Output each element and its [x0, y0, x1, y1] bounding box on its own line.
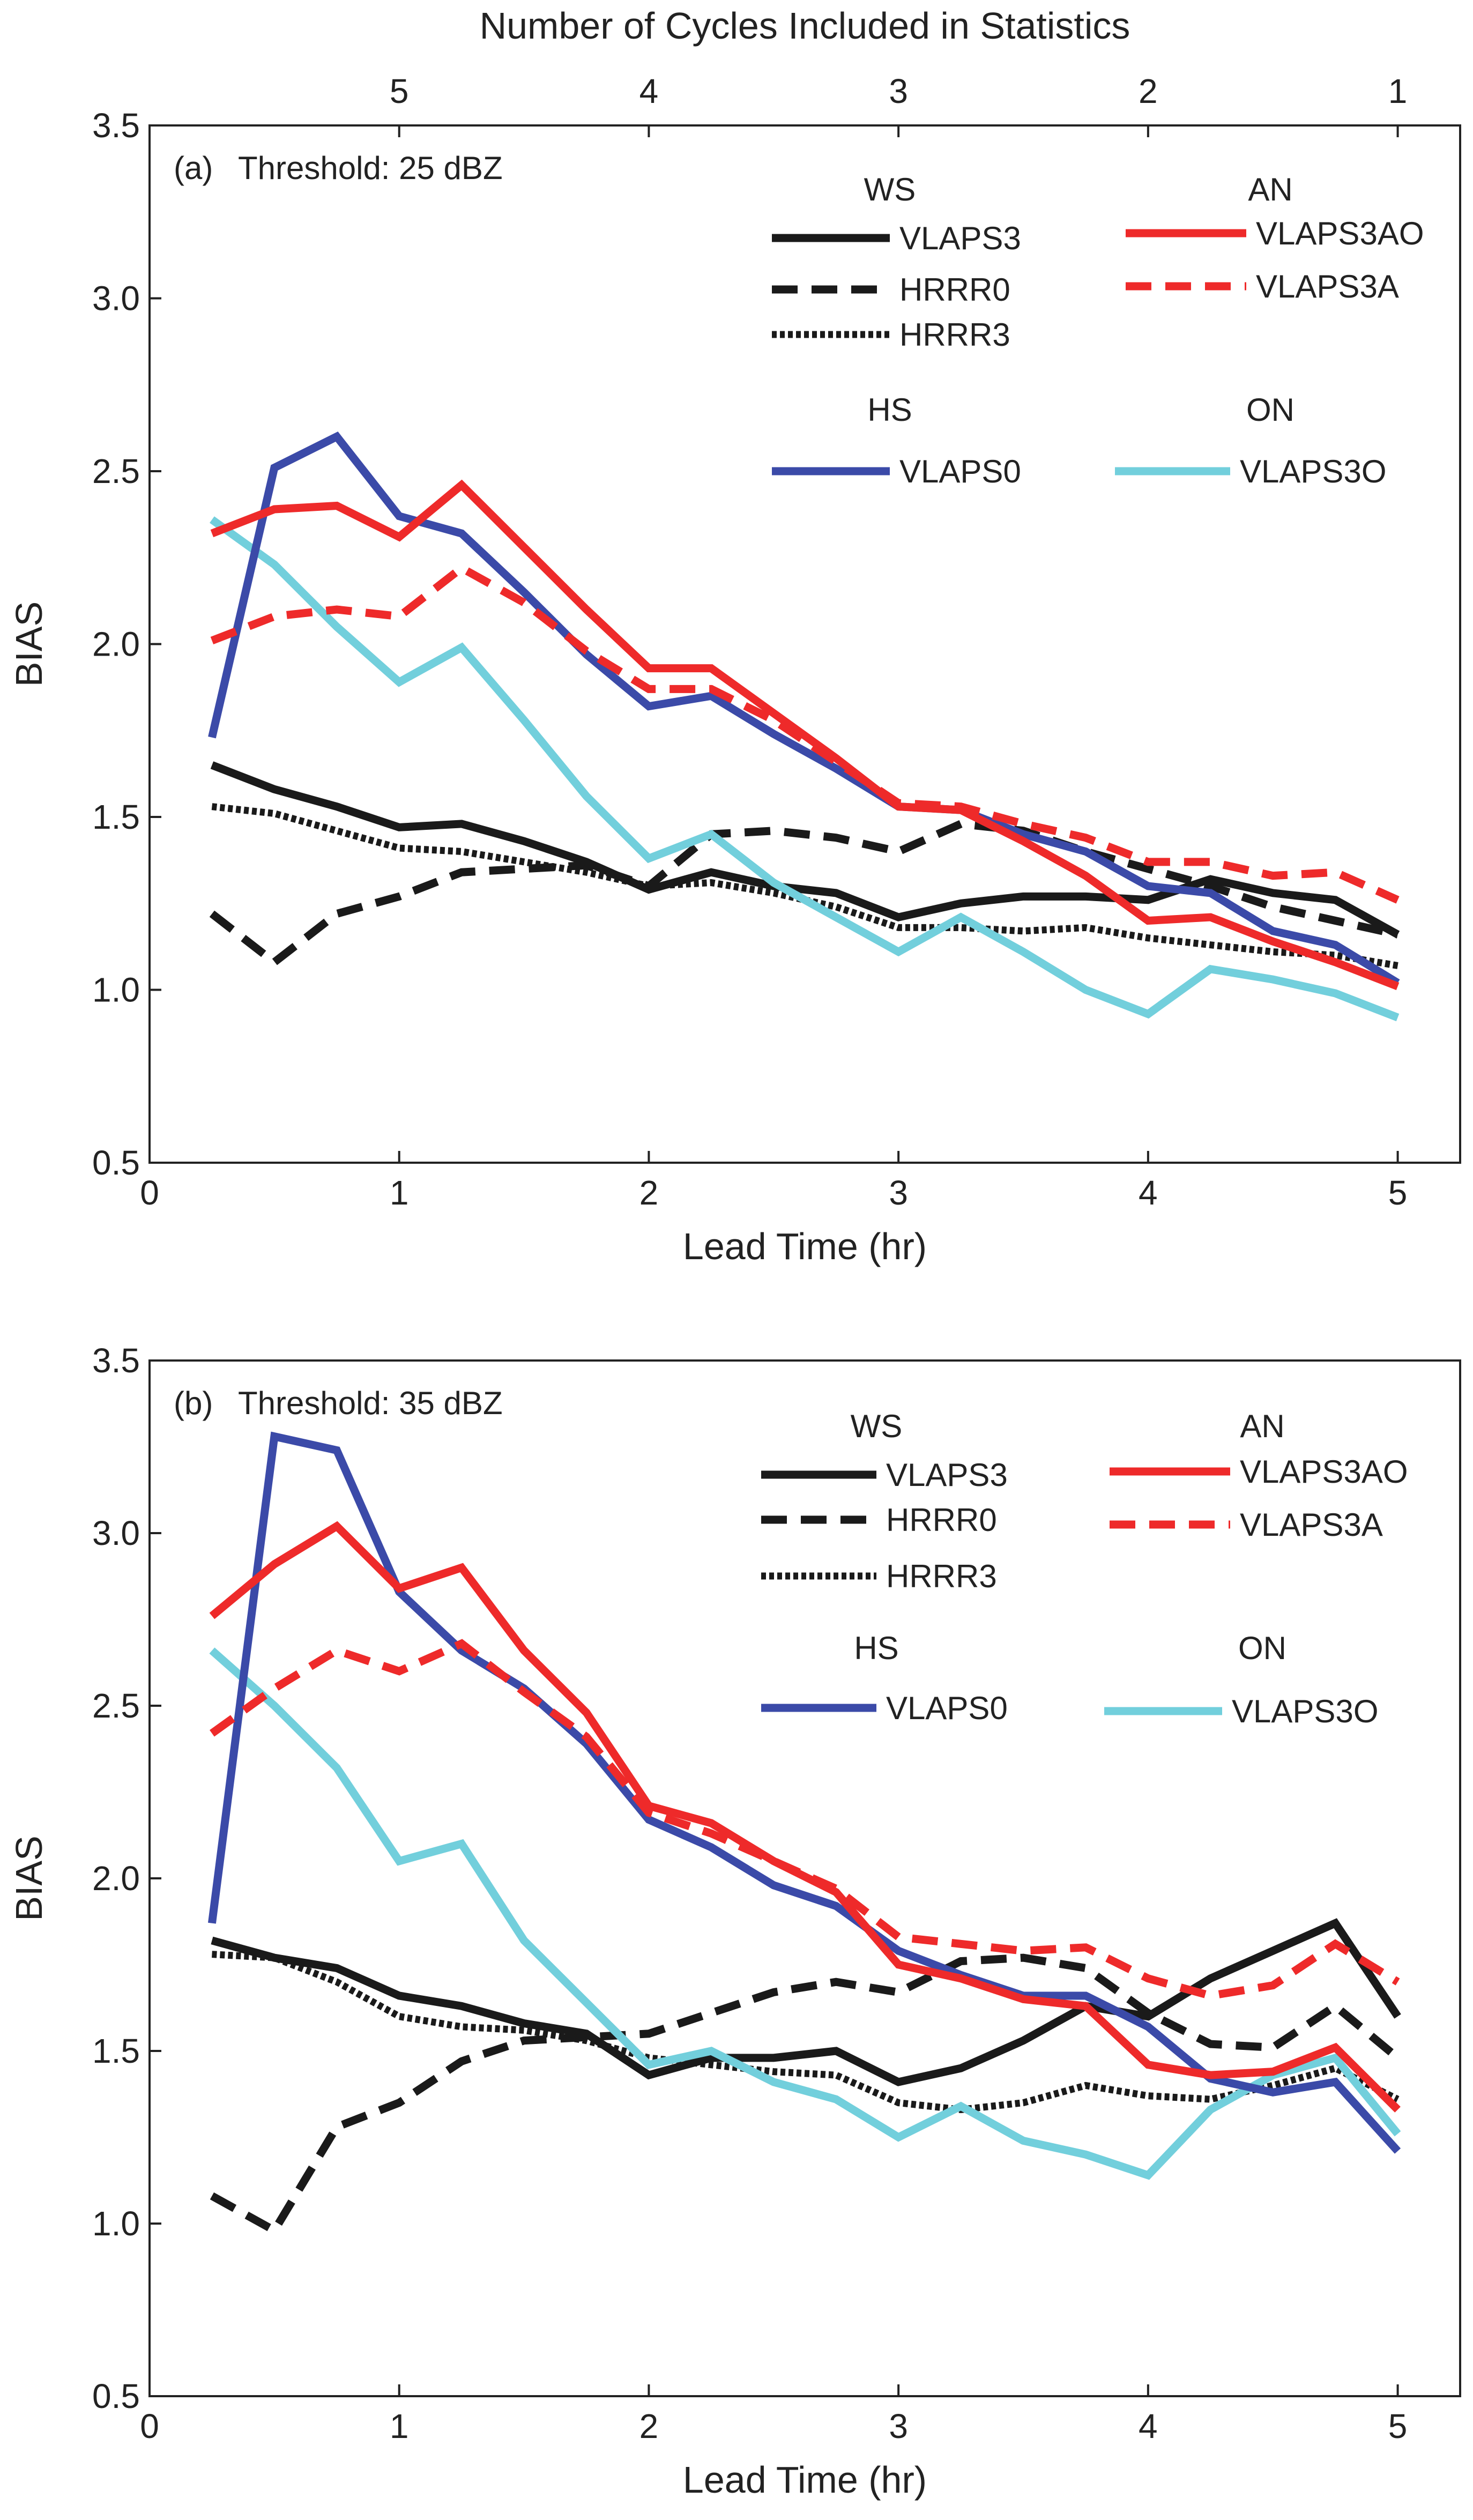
legend-label-vlaps0: VLAPS0 [899, 454, 1021, 489]
panel-a: 0 1 2 3 4 5 0.5 1.0 1.5 2.0 2.5 3.0 3.5 Lead Time (hr… [8, 5, 1461, 1267]
top-axis-label: Number of Cycles Included in Statistics [480, 5, 1130, 47]
series-line-hrrr0 [209, 820, 1399, 968]
y-tick-label: 1.0 [92, 971, 140, 1009]
legend-label-vlaps3ao: VLAPS3AO [1240, 1454, 1408, 1490]
panel-label: (a) [174, 150, 213, 186]
legend-group-ws: WS [864, 172, 916, 207]
y-tick-label: 1.0 [92, 2204, 140, 2243]
x-tick-label: 5 [1388, 1173, 1408, 1212]
legend-label-vlaps3: VLAPS3 [886, 1457, 1008, 1493]
legend-label-vlaps3o: VLAPS3O [1232, 1693, 1379, 1729]
top-tick-label: 5 [390, 72, 409, 110]
y-axis-label: BIAS [8, 601, 50, 687]
x-tick-label: 3 [889, 2407, 908, 2445]
x-tick-label: 4 [1139, 1173, 1158, 1212]
legend-label-vlaps0: VLAPS0 [886, 1690, 1008, 1726]
x-tick-label: 5 [1388, 2407, 1408, 2445]
y-tick-label: 0.5 [92, 2377, 140, 2415]
legend-label-vlaps3: VLAPS3 [899, 220, 1021, 256]
legend-label-hrrr3: HRRR3 [899, 317, 1010, 353]
y-tick-label: 3.0 [92, 1514, 140, 1552]
series-line-vlaps3 [210, 761, 1400, 938]
legend-label-vlaps3o: VLAPS3O [1240, 454, 1387, 489]
panel-label: (b) [174, 1385, 213, 1421]
x-tick-label: 0 [140, 2407, 159, 2445]
x-tick-label: 1 [390, 1173, 409, 1212]
x-tick-label: 2 [639, 2407, 659, 2445]
y-tick-label: 3.5 [92, 106, 140, 145]
series-line-hrrr3 [211, 803, 1398, 969]
y-tick-label: 0.5 [92, 1143, 140, 1182]
legend-label-vlaps3a: VLAPS3A [1256, 269, 1399, 304]
legend-group-hs: HS [854, 1630, 898, 1666]
y-tick-label: 1.5 [92, 2032, 140, 2070]
panel-b: 0 1 2 3 4 5 0.5 1.0 1.5 2.0 2.5 3.0 3.5 Lead Time (hr… [8, 1341, 1461, 2501]
series-line-vlaps3o [209, 1647, 1401, 2180]
y-tick-label: 3.0 [92, 279, 140, 318]
top-tick-label: 4 [639, 72, 659, 110]
x-tick-label: 4 [1139, 2407, 1158, 2445]
series-line-vlaps3a [210, 563, 1400, 904]
x-axis-label: Lead Time (hr) [683, 1225, 927, 1267]
y-tick-label: 2.0 [92, 1859, 140, 1898]
legend-group-hs: HS [867, 392, 912, 428]
legend-group-ws: WS [851, 1408, 903, 1444]
x-tick-label: 3 [889, 1173, 908, 1212]
legend-group-on: ON [1246, 392, 1295, 428]
top-tick-label: 1 [1388, 72, 1408, 110]
series-line-vlaps3o [210, 516, 1400, 1022]
legend-group-an: AN [1240, 1408, 1284, 1444]
series-line-vlaps3a [210, 1639, 1400, 2000]
series-line-hrrr3 [212, 1951, 1400, 2114]
series-line-hrrr0 [210, 1953, 1401, 2236]
top-tick-label: 3 [889, 72, 908, 110]
legend-group-an: AN [1248, 172, 1292, 207]
y-tick-label: 2.5 [92, 452, 140, 490]
panel-title: Threshold: 35 dBZ [238, 1385, 503, 1421]
y-tick-label: 2.0 [92, 625, 140, 664]
series-line-vlaps3 [211, 1918, 1401, 2086]
legend-label-vlaps3ao: VLAPS3AO [1256, 215, 1424, 251]
panel-title: Threshold: 25 dBZ [238, 150, 503, 186]
x-axis-label: Lead Time (hr) [683, 2459, 927, 2501]
x-tick-label: 2 [639, 1173, 659, 1212]
series-line-vlaps0 [208, 432, 1400, 987]
series-line-vlaps3ao [209, 1521, 1401, 2113]
legend-group-on: ON [1238, 1630, 1286, 1666]
legend-label-vlaps3a: VLAPS3A [1240, 1507, 1383, 1543]
x-tick-label: 0 [140, 1173, 159, 1212]
y-axis-label: BIAS [8, 1835, 50, 1921]
y-tick-label: 1.5 [92, 798, 140, 836]
y-tick-label: 2.5 [92, 1686, 140, 1725]
top-tick-label: 2 [1139, 72, 1158, 110]
legend-label-hrrr0: HRRR0 [886, 1502, 997, 1538]
x-tick-label: 1 [390, 2407, 409, 2445]
series-line-vlaps3ao [210, 479, 1400, 991]
legend-label-hrrr3: HRRR3 [886, 1558, 997, 1594]
legend-label-hrrr0: HRRR0 [899, 272, 1010, 308]
y-tick-label: 3.5 [92, 1341, 140, 1380]
